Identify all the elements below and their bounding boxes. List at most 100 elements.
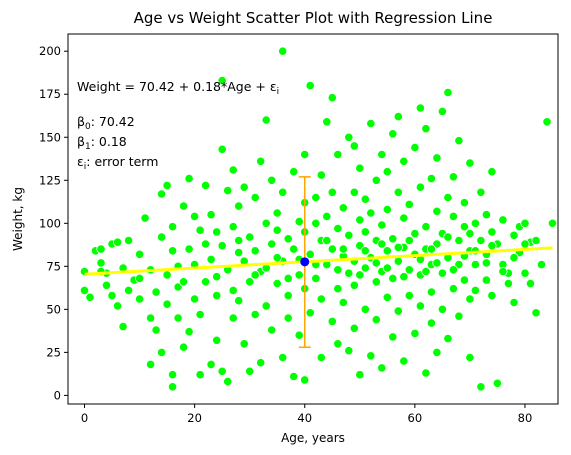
- data-point: [400, 273, 408, 281]
- data-point: [394, 188, 402, 196]
- data-point: [400, 157, 408, 165]
- data-point: [334, 340, 342, 348]
- data-point: [383, 293, 391, 301]
- data-point: [268, 176, 276, 184]
- data-point: [372, 278, 380, 286]
- data-point: [378, 240, 386, 248]
- data-point: [334, 285, 342, 293]
- data-point: [279, 353, 287, 361]
- data-point: [449, 285, 457, 293]
- data-point: [438, 107, 446, 115]
- data-point: [460, 199, 468, 207]
- data-point: [367, 119, 375, 127]
- data-point: [279, 188, 287, 196]
- data-point: [190, 212, 198, 220]
- data-point: [179, 278, 187, 286]
- data-point: [444, 233, 452, 241]
- data-point: [235, 236, 243, 244]
- data-point: [383, 247, 391, 255]
- data-point: [262, 116, 270, 124]
- data-point: [163, 300, 171, 308]
- data-point: [356, 164, 364, 172]
- data-point: [251, 271, 259, 279]
- data-point: [521, 269, 529, 277]
- data-point: [185, 328, 193, 336]
- data-point: [328, 245, 336, 253]
- data-point: [372, 176, 380, 184]
- data-point: [168, 223, 176, 231]
- data-point: [135, 295, 143, 303]
- x-tick-label: 0: [81, 411, 88, 425]
- data-point: [135, 250, 143, 258]
- data-point: [146, 360, 154, 368]
- data-point: [163, 271, 171, 279]
- data-point: [279, 47, 287, 55]
- data-point: [301, 150, 309, 158]
- data-point: [146, 314, 154, 322]
- data-point: [317, 353, 325, 361]
- y-tick-label: 125: [39, 173, 61, 187]
- data-point: [422, 369, 430, 377]
- data-point: [213, 336, 221, 344]
- data-point: [323, 118, 331, 126]
- data-point: [543, 118, 551, 126]
- chart-title: Age vs Weight Scatter Plot with Regressi…: [134, 9, 493, 27]
- data-point: [224, 186, 232, 194]
- data-point: [416, 104, 424, 112]
- data-point: [378, 364, 386, 372]
- data-point: [157, 190, 165, 198]
- data-point: [350, 142, 358, 150]
- data-point: [328, 188, 336, 196]
- data-point: [361, 195, 369, 203]
- data-point: [207, 360, 215, 368]
- data-point: [196, 226, 204, 234]
- data-point: [405, 200, 413, 208]
- data-point: [356, 271, 364, 279]
- data-point: [466, 353, 474, 361]
- data-point: [323, 212, 331, 220]
- data-point: [317, 171, 325, 179]
- x-axis-label: Age, years: [281, 431, 345, 445]
- data-point: [339, 298, 347, 306]
- data-point: [422, 267, 430, 275]
- data-point: [521, 219, 529, 227]
- data-point: [394, 307, 402, 315]
- data-point: [444, 193, 452, 201]
- data-point: [361, 305, 369, 313]
- data-point: [251, 247, 259, 255]
- data-point: [190, 295, 198, 303]
- data-point: [400, 357, 408, 365]
- y-tick-label: 150: [39, 130, 61, 144]
- data-point: [345, 269, 353, 277]
- data-point: [477, 236, 485, 244]
- data-point: [97, 245, 105, 253]
- data-point: [383, 264, 391, 272]
- data-point: [157, 233, 165, 241]
- data-point: [257, 359, 265, 367]
- data-point: [86, 293, 94, 301]
- data-point: [499, 216, 507, 224]
- data-point: [251, 310, 259, 318]
- data-point: [168, 247, 176, 255]
- y-tick-label: 50: [46, 302, 61, 316]
- data-point: [213, 291, 221, 299]
- data-point: [488, 228, 496, 236]
- data-point: [339, 245, 347, 253]
- data-point: [257, 157, 265, 165]
- data-point: [290, 372, 298, 380]
- x-tick-label: 40: [297, 411, 312, 425]
- data-point: [113, 238, 121, 246]
- data-point: [471, 286, 479, 294]
- y-tick-label: 75: [46, 259, 61, 273]
- data-point: [488, 242, 496, 250]
- data-point: [174, 314, 182, 322]
- data-point: [361, 228, 369, 236]
- data-point: [334, 224, 342, 232]
- data-point: [213, 228, 221, 236]
- data-point: [262, 302, 270, 310]
- data-point: [449, 173, 457, 181]
- data-point: [394, 243, 402, 251]
- data-point: [273, 209, 281, 217]
- data-point: [510, 298, 518, 306]
- data-point: [548, 219, 556, 227]
